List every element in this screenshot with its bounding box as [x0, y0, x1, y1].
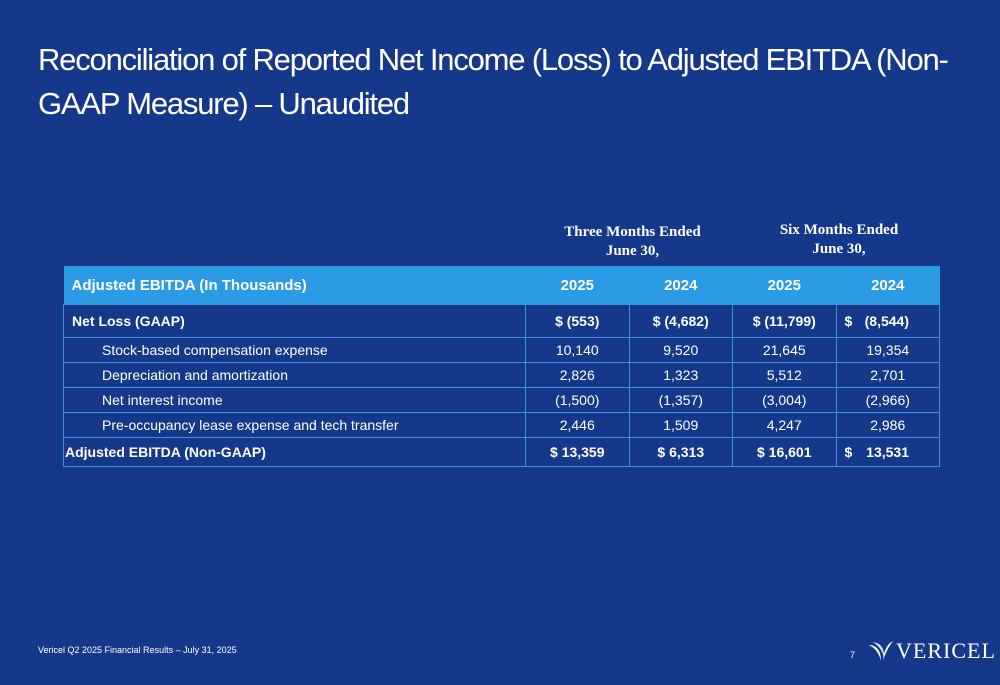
table-cell: 2,826 — [525, 362, 630, 388]
vericel-wing-logo-icon — [869, 641, 893, 661]
table-cell: (1,357) — [628, 387, 733, 413]
period-line-1: Three Months Ended — [564, 224, 701, 240]
table-row-net-loss: Net Loss (GAAP) $ (553) $ (4,682) $ (11,… — [63, 304, 940, 338]
table-cell: $ 16,601 — [732, 437, 837, 467]
table-cell: 2,701 — [835, 362, 940, 388]
table-row: Net interest income (1,500) (1,357) (3,0… — [63, 387, 940, 413]
table-cell: $ (4,682) — [628, 304, 733, 338]
table-row: Stock-based compensation expense 10,140 … — [63, 337, 940, 363]
currency-symbol: $ — [844, 444, 853, 460]
row-label: Stock-based compensation expense — [63, 337, 526, 363]
table-header-row: Adjusted EBITDA (In Thousands) 2025 2024… — [63, 266, 940, 305]
table-cell: (2,966) — [835, 387, 940, 413]
header-year: 2024 — [836, 266, 940, 305]
table-cell: $ (8,544) — [835, 304, 940, 338]
header-year: 2025 — [732, 266, 836, 305]
table-cell: 2,446 — [525, 412, 630, 438]
currency-symbol: $ — [844, 313, 853, 329]
table-cell: 21,645 — [732, 337, 837, 363]
row-label: Net Loss (GAAP) — [63, 304, 526, 338]
table-cell: (3,004) — [732, 387, 837, 413]
table-row: Pre-occupancy lease expense and tech tra… — [63, 412, 940, 438]
page-number: 7 — [850, 650, 856, 660]
table-cell: 1,509 — [628, 412, 733, 438]
table-cell: $ (553) — [525, 304, 630, 338]
table-cell: $ (11,799) — [732, 304, 837, 338]
cell-value: (8,544) — [864, 313, 909, 329]
period-line-1: Six Months Ended — [779, 222, 899, 238]
table-cell: 5,512 — [732, 362, 837, 388]
ebitda-reconciliation-table: Adjusted EBITDA (In Thousands) 2025 2024… — [63, 266, 940, 467]
table-cell: 9,520 — [628, 337, 733, 363]
company-logo: VERICEL — [868, 638, 996, 664]
table-cell: 2,986 — [835, 412, 940, 438]
logo-wordmark: VERICEL — [896, 638, 996, 663]
period-header-three-months: Three Months Ended June 30, — [540, 223, 725, 261]
cell-value: 13,531 — [866, 444, 909, 460]
table-row-adjusted-ebitda: Adjusted EBITDA (Non-GAAP) $ 13,359 $ 6,… — [63, 437, 940, 467]
header-year: 2025 — [525, 266, 629, 305]
table-cell: 10,140 — [525, 337, 630, 363]
row-label: Depreciation and amortization — [63, 362, 526, 388]
table-cell: $ 13,531 — [835, 437, 940, 467]
table-row: Depreciation and amortization 2,826 1,32… — [63, 362, 940, 388]
period-line-2: June 30, — [812, 241, 866, 257]
table-cell: $ 13,359 — [525, 437, 630, 467]
period-header-six-months: Six Months Ended June 30, — [744, 221, 934, 259]
table-cell: 19,354 — [835, 337, 940, 363]
row-label: Adjusted EBITDA (Non-GAAP) — [63, 437, 526, 467]
table-cell: 1,323 — [628, 362, 733, 388]
period-line-2: June 30, — [605, 243, 660, 259]
row-label: Pre-occupancy lease expense and tech tra… — [63, 412, 526, 438]
footer-text: Vericel Q2 2025 Financial Results – July… — [38, 645, 237, 655]
header-year: 2024 — [629, 266, 733, 305]
table-cell: (1,500) — [525, 387, 630, 413]
row-label: Net interest income — [63, 387, 526, 413]
table-cell: 4,247 — [732, 412, 837, 438]
header-label: Adjusted EBITDA (In Thousands) — [63, 266, 526, 305]
slide-title: Reconciliation of Reported Net Income (L… — [38, 42, 949, 121]
table-cell: $ 6,313 — [628, 437, 733, 467]
